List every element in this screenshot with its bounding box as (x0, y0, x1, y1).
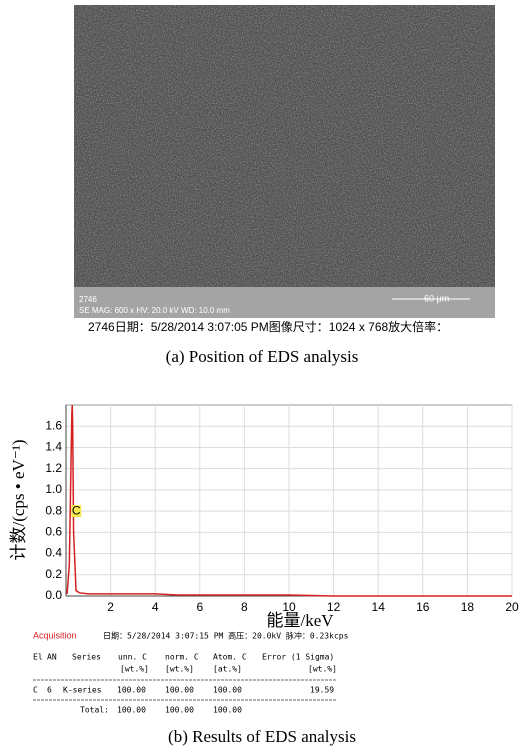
annotation-box (71, 505, 82, 518)
y-tick-label: 0.2 (45, 567, 62, 581)
x-tick-label: 10 (282, 600, 296, 614)
x-tick-label: 14 (372, 600, 386, 614)
table-header: unn. C (118, 653, 147, 662)
table-header: El (33, 653, 43, 662)
table-unit: [wt.%] (308, 665, 337, 674)
table-cell: C (33, 686, 38, 695)
y-tick-label: 0.8 (45, 503, 62, 517)
table-total: 100.00 (165, 706, 194, 715)
table-header: norm. C (165, 653, 199, 662)
x-tick-label: 6 (196, 600, 203, 614)
table-cell: K-series (63, 686, 102, 695)
table-header: AN (47, 653, 57, 662)
table-cell: 19.59 (310, 686, 334, 695)
table-total: 100.00 (117, 706, 146, 715)
table-total: 100.00 (213, 706, 242, 715)
table-unit: [wt.%] (120, 665, 149, 674)
y-tick-label: 1.6 (45, 418, 62, 432)
y-tick-label: 1.4 (45, 440, 62, 454)
sem-id: 2746 (79, 295, 97, 304)
chart: 0.0 0.2 0.4 0.6 0.8 1.0 1.2 1.4 1.6 2 4 6 8 10 12 14 16 1… (45, 404, 519, 614)
y-tick-label: 1.2 (45, 461, 62, 475)
table-unit: [wt.%] (165, 665, 194, 674)
table-cell: 100.00 (117, 686, 146, 695)
x-tick-label: 16 (416, 600, 430, 614)
spectrum-line (66, 404, 512, 597)
table-unit: [at.%] (213, 665, 242, 674)
x-axis-label: 能量/keV (266, 611, 334, 630)
sem-image: 2746 SE MAG: 600 x HV: 20.0 kV WD: 10.0 … (74, 5, 495, 318)
sem-info: SE MAG: 600 x HV: 20.0 kV WD: 10.0 mm (79, 306, 230, 315)
scale-bar-label: 60 μm (424, 293, 449, 303)
y-tick-label: 1.0 (45, 482, 62, 496)
y-tick-label: 0.4 (45, 546, 62, 560)
acquisition-meta: 日期：5/28/2014 3:07:15 PM 高压：20.0kV 脉冲：0.2… (103, 631, 349, 641)
x-tick-label: 20 (505, 600, 519, 614)
table-cell: 100.00 (213, 686, 242, 695)
acquisition: Acquisition (33, 630, 77, 640)
caption-a: (a) Position of EDS analysis (166, 347, 359, 366)
table-cell: 6 (47, 686, 52, 695)
table-header: Atom. C (213, 653, 247, 662)
x-tick-label: 2 (107, 600, 114, 614)
results-table: El AN Series unn. C norm. C Atom. C Error (1 S… (33, 653, 337, 715)
y-tick-label: 0.0 (45, 588, 62, 602)
table-cell: 100.00 (165, 686, 194, 695)
y-tick-label: 0.6 (45, 525, 62, 539)
caption-b: (b) Results of EDS analysis (168, 727, 356, 746)
y-axis-label: 计数/(cps • eV⁻¹) (9, 439, 28, 560)
x-tick-label: 18 (461, 600, 475, 614)
x-tick-label: 4 (152, 600, 159, 614)
sem-caption-line: 2746日期：5/28/2014 3:07:05 PM图像尺寸：1024 x 7… (88, 319, 448, 334)
table-header: Error (1 Sigma) (262, 653, 334, 662)
table-header: Series (72, 653, 101, 662)
table-total: Total: (80, 706, 109, 715)
x-tick-label: 8 (241, 600, 248, 614)
annotation-label: C (72, 503, 81, 517)
x-tick-label: 12 (327, 600, 341, 614)
